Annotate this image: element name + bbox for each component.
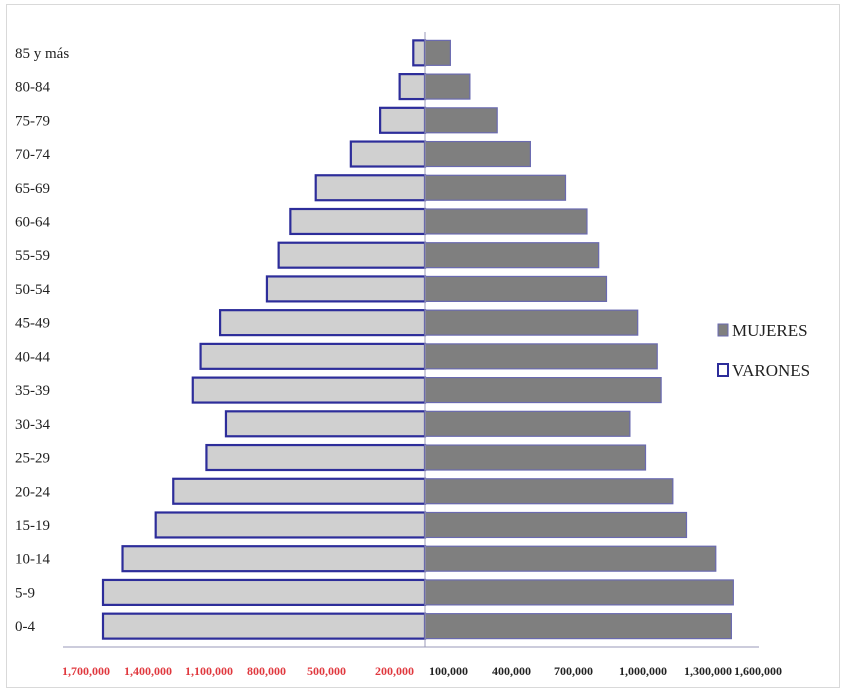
category-label: 15-19 — [15, 518, 50, 534]
bar-mujeres-20-24 — [424, 478, 674, 505]
bar-varones-0-4 — [101, 612, 427, 640]
legend-label-varones: VARONES — [732, 361, 810, 380]
x-tick-label-right: 400,000 — [492, 664, 531, 678]
bar-varones-75-79 — [379, 106, 427, 134]
x-tick-label-left: 1,400,000 — [124, 664, 172, 678]
bar-mujeres-35-39 — [424, 377, 662, 404]
bar-mujeres-55-59 — [424, 242, 600, 269]
x-tick-label-left: 800,000 — [247, 664, 286, 678]
category-label: 50-54 — [15, 282, 50, 298]
x-tick-label-right: 1,000,000 — [619, 664, 667, 678]
category-label: 35-39 — [15, 383, 50, 399]
bar-varones-15-19 — [154, 511, 427, 539]
category-label: 70-74 — [15, 147, 50, 163]
bar-varones-30-34 — [224, 410, 427, 438]
legend: MUJERES VARONES — [717, 321, 810, 380]
bar-mujeres-25-29 — [424, 444, 647, 471]
category-label: 0-4 — [15, 619, 35, 635]
category-label: 5-9 — [15, 585, 35, 601]
category-label: 85 y más — [15, 46, 69, 62]
bar-mujeres-0-4 — [424, 613, 732, 640]
bar-varones-10-14 — [121, 545, 427, 573]
bar-varones-40-44 — [199, 342, 427, 370]
bar-mujeres-45-49 — [424, 309, 639, 336]
x-tick-label-right: 100,000 — [429, 664, 468, 678]
legend-label-mujeres: MUJERES — [732, 321, 808, 340]
bar-mujeres-15-19 — [424, 511, 688, 539]
bar-varones-60-64 — [289, 207, 427, 236]
chart-frame: 0-4 5-9 10-14 15-19 20-24 25-29 30-34 35-39 40-4… — [6, 4, 840, 688]
bar-varones-5-9 — [101, 578, 427, 606]
x-tick-label-left: 1,100,000 — [185, 664, 233, 678]
bar-mujeres-80-84 — [424, 73, 471, 100]
bar-mujeres-30-34 — [424, 410, 631, 437]
bar-varones-50-54 — [265, 275, 427, 303]
x-tick-label-left: 1,700,000 — [62, 664, 110, 678]
category-label: 40-44 — [15, 349, 50, 365]
category-label: 10-14 — [15, 552, 50, 568]
category-label: 75-79 — [15, 113, 50, 129]
bar-mujeres-5-9 — [424, 579, 734, 606]
bar-varones-70-74 — [349, 140, 427, 168]
legend-swatch-varones — [717, 363, 729, 377]
x-tick-label-left: 200,000 — [375, 664, 414, 678]
category-label: 80-84 — [15, 80, 50, 96]
category-label: 20-24 — [15, 484, 50, 500]
legend-swatch-mujeres — [717, 323, 729, 337]
bar-mujeres-10-14 — [424, 545, 717, 572]
bar-mujeres-85-y-más — [424, 39, 451, 66]
population-pyramid-chart: 0-4 5-9 10-14 15-19 20-24 25-29 30-34 35-39 40-4… — [15, 32, 810, 678]
x-tick-label-right: 1,300,000 — [684, 664, 732, 678]
category-label: 55-59 — [15, 248, 50, 264]
bar-varones-85-y-más — [412, 39, 427, 67]
category-label: 65-69 — [15, 181, 50, 197]
bar-varones-25-29 — [205, 443, 427, 472]
bar-varones-55-59 — [277, 241, 427, 269]
bar-varones-20-24 — [172, 477, 427, 505]
bar-varones-80-84 — [398, 73, 427, 101]
x-tick-label-right: 1,600,000 — [734, 664, 782, 678]
bar-varones-65-69 — [314, 174, 427, 202]
bar-mujeres-75-79 — [424, 107, 498, 134]
x-tick-label-left: 500,000 — [307, 664, 346, 678]
bar-mujeres-50-54 — [424, 275, 608, 302]
category-label: 25-29 — [15, 451, 50, 467]
bar-mujeres-65-69 — [424, 174, 567, 201]
category-label: 60-64 — [15, 214, 50, 230]
category-label: 45-49 — [15, 316, 50, 332]
category-label: 30-34 — [15, 417, 50, 433]
bar-mujeres-70-74 — [424, 140, 531, 168]
bar-mujeres-60-64 — [424, 208, 588, 235]
bar-mujeres-40-44 — [424, 343, 658, 370]
bar-varones-45-49 — [218, 309, 427, 337]
bar-varones-35-39 — [191, 376, 427, 404]
x-tick-label-right: 700,000 — [554, 664, 593, 678]
